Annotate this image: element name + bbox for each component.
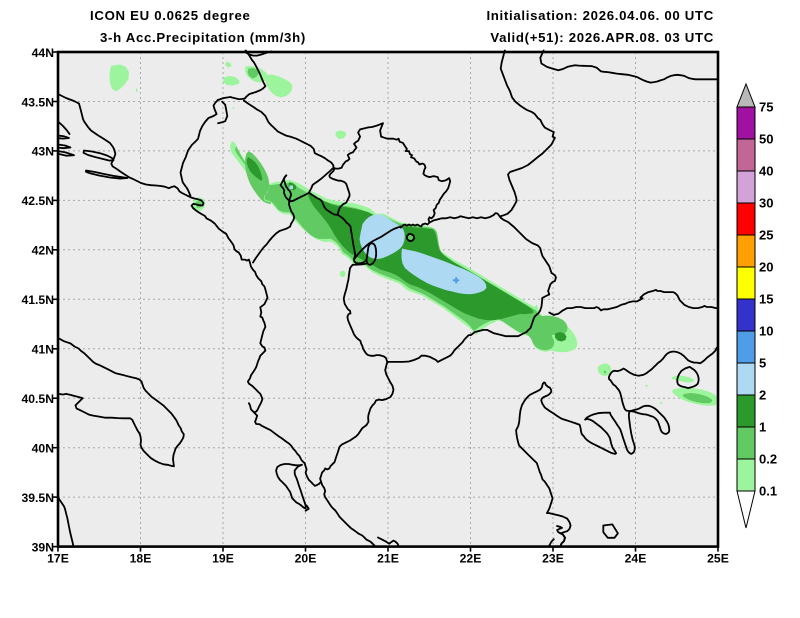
svg-text:25E: 25E [707, 552, 729, 566]
svg-text:44N: 44N [32, 46, 54, 60]
svg-text:43.5N: 43.5N [21, 95, 54, 109]
svg-text:Initialisation: 2026.04.06. 00: Initialisation: 2026.04.06. 00 UTC [486, 8, 714, 23]
svg-text:41.5N: 41.5N [21, 293, 54, 307]
svg-text:39.5N: 39.5N [21, 491, 54, 505]
svg-text:30: 30 [759, 196, 773, 211]
svg-text:50: 50 [759, 132, 773, 147]
svg-text:22E: 22E [460, 552, 482, 566]
svg-text:21E: 21E [377, 552, 399, 566]
svg-text:40N: 40N [32, 442, 54, 456]
svg-text:Valid(+51): 2026.APR.08. 03 UT: Valid(+51): 2026.APR.08. 03 UTC [490, 30, 714, 45]
svg-text:3-h Acc.Precipitation (mm/3h): 3-h Acc.Precipitation (mm/3h) [100, 30, 306, 45]
svg-text:25: 25 [759, 228, 773, 243]
svg-text:41N: 41N [32, 343, 54, 357]
svg-text:39N: 39N [32, 540, 54, 554]
svg-text:18E: 18E [130, 552, 152, 566]
svg-text:10: 10 [759, 324, 773, 339]
svg-text:40.5N: 40.5N [21, 392, 54, 406]
svg-text:0.2: 0.2 [759, 452, 777, 467]
svg-text:23E: 23E [542, 552, 564, 566]
svg-text:1: 1 [759, 420, 766, 435]
svg-text:20: 20 [759, 260, 773, 275]
svg-text:40: 40 [759, 164, 773, 179]
svg-text:15: 15 [759, 292, 773, 307]
svg-text:42.5N: 42.5N [21, 194, 54, 208]
svg-text:19E: 19E [212, 552, 234, 566]
svg-text:5: 5 [759, 356, 766, 371]
svg-text:75: 75 [759, 100, 773, 115]
svg-text:0.1: 0.1 [759, 484, 777, 499]
svg-text:42N: 42N [32, 244, 54, 258]
svg-text:17E: 17E [47, 552, 69, 566]
svg-text:24E: 24E [625, 552, 647, 566]
svg-text:ICON EU 0.0625 degree: ICON EU 0.0625 degree [90, 8, 251, 23]
svg-text:2: 2 [759, 388, 766, 403]
svg-text:20E: 20E [295, 552, 317, 566]
svg-text:43N: 43N [32, 145, 54, 159]
